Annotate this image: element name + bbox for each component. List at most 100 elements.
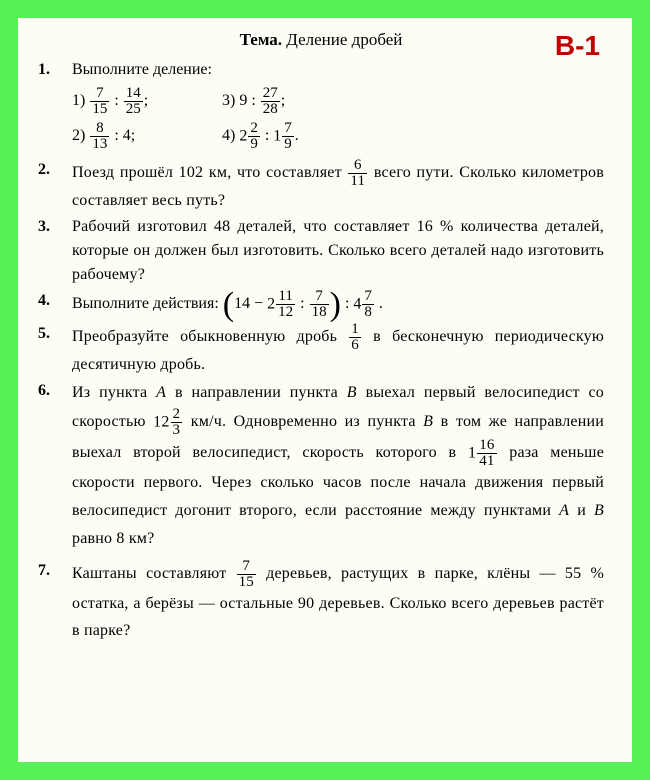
sub-label: 3) [222, 92, 239, 109]
subrow-2: 2) 813 : 4; 4) 229 : 179. [72, 121, 604, 152]
frac-den: 41 [477, 454, 496, 469]
sub-label: 4) [222, 127, 239, 144]
frac-num: 11 [276, 289, 295, 305]
frac-den: 15 [90, 102, 109, 117]
txt: Каштаны составляют [72, 565, 236, 582]
title-bold: Тема. [240, 30, 282, 49]
problem-body: Выполните действия: (14 − 21112 : 718) :… [72, 289, 604, 320]
problem-body: Поезд прошёл 102 км, что составляет 611 … [72, 158, 604, 213]
fraction: 16 [349, 322, 361, 353]
sub-1: 1) 715 : 1425; [72, 86, 222, 117]
frac-num: 16 [477, 438, 496, 454]
problem-body: Выполните деление: 1) 715 : 1425; 3) 9 :… [72, 58, 604, 156]
mixed-number: 478 [353, 289, 375, 320]
problem-1: 1. Выполните деление: 1) 715 : 1425; 3) … [38, 58, 604, 156]
fraction: 611 [348, 158, 367, 189]
frac-den: 15 [237, 575, 256, 590]
txt: и [569, 502, 594, 519]
point-b: B [347, 384, 357, 401]
frac-num: 8 [90, 121, 109, 137]
variant-label: В-1 [555, 30, 600, 62]
problem-number: 2. [38, 158, 72, 213]
fraction: 715 [237, 559, 256, 590]
txt: в направлении пункта [166, 384, 347, 401]
mixed-number: 11641 [468, 438, 498, 469]
fraction: 1425 [124, 86, 143, 117]
problem-number: 3. [38, 215, 72, 287]
txt: Из пункта [72, 384, 156, 401]
end: ; [144, 92, 148, 109]
txt: 14 − [234, 295, 267, 312]
frac-den: 3 [171, 423, 183, 438]
fraction: 813 [90, 121, 109, 152]
intro-text: Выполните деление: [72, 61, 212, 78]
whole: 12 [153, 414, 169, 431]
frac-num: 2 [171, 407, 183, 423]
point-a: A [559, 502, 569, 519]
problem-number: 4. [38, 289, 72, 320]
frac-den: 25 [124, 102, 143, 117]
frac-den: 9 [282, 137, 294, 152]
end: . [375, 295, 383, 312]
fraction: 718 [310, 289, 329, 320]
frac-den: 11 [348, 174, 367, 189]
sub-4: 4) 229 : 179. [222, 121, 604, 152]
sub-label: 1) [72, 92, 89, 109]
point-b: B [594, 502, 604, 519]
txt: Поезд прошёл 102 км, что составляет [72, 164, 347, 181]
point-a: A [156, 384, 166, 401]
problem-6: 6. Из пункта A в направлении пункта B вы… [38, 379, 604, 553]
problem-number: 5. [38, 322, 72, 377]
worksheet-page: В-1 Тема. Деление дробей 1. Выполните де… [18, 18, 632, 762]
txt: равно 8 км? [72, 530, 154, 547]
frac-den: 9 [248, 137, 260, 152]
frac-num: 7 [310, 289, 329, 305]
frac-num: 7 [237, 559, 256, 575]
fraction: 78 [362, 289, 374, 320]
frac-den: 6 [349, 338, 361, 353]
problem-body: Преобразуйте обыкновенную дробь 16 в бес… [72, 322, 604, 377]
problem-number: 1. [38, 58, 72, 156]
frac-den: 12 [276, 305, 295, 320]
point-b: B [423, 413, 433, 430]
frac-num: 14 [124, 86, 143, 102]
title-rest: Деление дробей [282, 30, 402, 49]
frac-den: 18 [310, 305, 329, 320]
sub-label: 2) [72, 127, 89, 144]
op: : [261, 127, 273, 144]
sub-3: 3) 9 : 2728; [222, 86, 604, 117]
problem-4: 4. Выполните действия: (14 − 21112 : 718… [38, 289, 604, 320]
end: . [295, 127, 299, 144]
frac-den: 13 [90, 137, 109, 152]
paren-right: ) [330, 291, 341, 318]
problem-body: Каштаны составляют 715 деревьев, растущи… [72, 559, 604, 644]
op: : [296, 295, 308, 312]
subrow-1: 1) 715 : 1425; 3) 9 : 2728; [72, 86, 604, 117]
fraction: 29 [248, 121, 260, 152]
end: ; [281, 92, 285, 109]
whole: 1 [273, 128, 281, 145]
fraction: 23 [171, 407, 183, 438]
mixed-number: 179 [273, 121, 295, 152]
frac-den: 28 [261, 102, 280, 117]
problem-7: 7. Каштаны составляют 715 деревьев, раст… [38, 559, 604, 644]
mixed-number: 1223 [153, 407, 183, 438]
txt: : 4; [110, 127, 135, 144]
frac-num: 27 [261, 86, 280, 102]
problem-body: Рабочий изготовил 48 деталей, что состав… [72, 215, 604, 287]
problem-number: 7. [38, 559, 72, 644]
fraction: 2728 [261, 86, 280, 117]
frac-num: 7 [362, 289, 374, 305]
whole: 4 [353, 296, 361, 313]
problem-5: 5. Преобразуйте обыкновенную дробь 16 в … [38, 322, 604, 377]
problems-list: 1. Выполните деление: 1) 715 : 1425; 3) … [38, 58, 604, 644]
problem-body: Из пункта A в направлении пункта B выеха… [72, 379, 604, 553]
txt: 9 : [239, 92, 259, 109]
whole: 1 [468, 445, 476, 462]
frac-num: 7 [90, 86, 109, 102]
frac-num: 7 [282, 121, 294, 137]
frac-den: 8 [362, 305, 374, 320]
txt: км/ч. Одновременно из пункта [183, 413, 423, 430]
sub-2: 2) 813 : 4; [72, 121, 222, 152]
whole: 2 [267, 296, 275, 313]
